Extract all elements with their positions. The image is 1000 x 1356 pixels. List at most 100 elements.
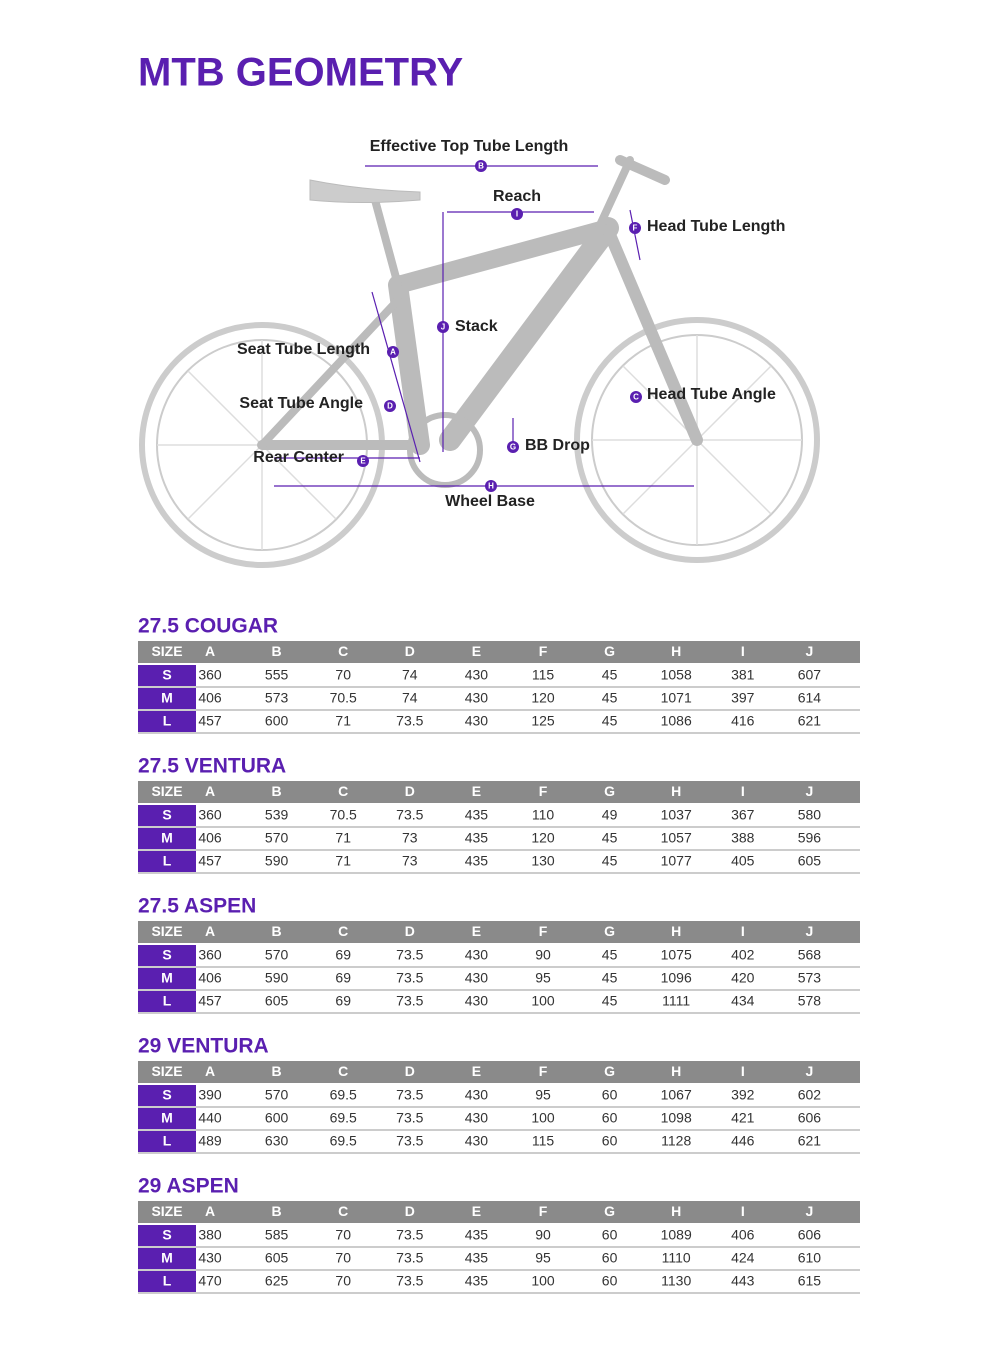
size-cell: S [162, 1087, 171, 1103]
value-cell: 430 [465, 1133, 489, 1149]
header-cell: A [205, 1203, 215, 1219]
value-cell: 430 [465, 947, 489, 963]
header-cell: SIZE [151, 1203, 182, 1219]
value-cell: 1058 [661, 667, 692, 683]
value-cell: 73.5 [396, 807, 423, 823]
value-cell: 406 [198, 830, 222, 846]
diagram-label: Reach [493, 188, 541, 205]
value-cell: 60 [602, 1133, 618, 1149]
value-cell: 73.5 [396, 1133, 423, 1149]
value-cell: 555 [265, 667, 289, 683]
diagram-label: Effective Top Tube Length [370, 138, 569, 155]
value-cell: 457 [198, 853, 222, 869]
value-cell: 570 [265, 1087, 289, 1103]
value-cell: 397 [731, 690, 755, 706]
header-cell: D [405, 643, 415, 659]
header-cell: D [405, 1063, 415, 1079]
value-cell: 70.5 [330, 690, 357, 706]
size-cell-bg [138, 1248, 196, 1269]
value-cell: 406 [731, 1227, 755, 1243]
value-cell: 573 [798, 970, 822, 986]
value-cell: 570 [265, 947, 289, 963]
value-cell: 73 [402, 853, 418, 869]
value-cell: 1098 [661, 1110, 692, 1126]
bike-drawing [139, 155, 820, 568]
size-cell: L [163, 993, 172, 1009]
value-cell: 70 [335, 1250, 351, 1266]
header-cell: C [338, 783, 348, 799]
header-cell: SIZE [151, 923, 182, 939]
value-cell: 45 [602, 993, 618, 1009]
size-cell: S [162, 807, 171, 823]
value-cell: 70 [335, 1227, 351, 1243]
header-cell: C [338, 923, 348, 939]
value-cell: 420 [731, 970, 755, 986]
value-cell: 1110 [662, 1250, 691, 1266]
value-cell: 45 [602, 853, 618, 869]
value-cell: 49 [602, 807, 618, 823]
value-cell: 424 [731, 1250, 755, 1266]
value-cell: 73.5 [396, 1087, 423, 1103]
value-cell: 69 [335, 970, 351, 986]
value-cell: 430 [465, 667, 489, 683]
size-cell-bg [138, 805, 196, 826]
value-cell: 360 [198, 667, 222, 683]
letter-badge [511, 208, 523, 220]
value-cell: 69.5 [330, 1087, 357, 1103]
size-cell-bg [138, 1108, 196, 1129]
value-cell: 90 [535, 947, 551, 963]
header-cell: H [671, 643, 681, 659]
value-cell: 73.5 [396, 1250, 423, 1266]
value-cell: 360 [198, 807, 222, 823]
header-cell: H [671, 1063, 681, 1079]
value-cell: 621 [798, 713, 822, 729]
header-cell: E [472, 643, 481, 659]
header-cell: F [539, 1203, 548, 1219]
value-cell: 69 [335, 993, 351, 1009]
value-cell: 100 [531, 1110, 555, 1126]
value-cell: 573 [265, 690, 289, 706]
letter-badge-text: E [360, 457, 366, 466]
value-cell: 605 [265, 1250, 289, 1266]
table-title: 27.5 ASPEN [138, 895, 256, 918]
table-title: 27.5 COUGAR [138, 615, 278, 638]
value-cell: 430 [465, 690, 489, 706]
value-cell: 115 [532, 667, 555, 683]
size-cell: S [162, 1227, 171, 1243]
letter-badge [630, 391, 642, 403]
value-cell: 70 [335, 667, 351, 683]
size-cell-bg [138, 968, 196, 989]
header-cell: C [338, 1063, 348, 1079]
value-cell: 73.5 [396, 947, 423, 963]
value-cell: 45 [602, 947, 618, 963]
header-cell: B [272, 643, 282, 659]
header-cell: J [806, 1203, 814, 1219]
header-row [138, 781, 860, 803]
value-cell: 100 [531, 993, 555, 1009]
header-cell: G [604, 923, 615, 939]
letter-badge-text: G [510, 443, 516, 452]
letter-badge [387, 346, 399, 358]
value-cell: 602 [798, 1087, 822, 1103]
value-cell: 388 [731, 830, 755, 846]
header-cell: SIZE [151, 1063, 182, 1079]
size-cell: L [163, 1133, 172, 1149]
value-cell: 600 [265, 713, 289, 729]
value-cell: 120 [531, 690, 555, 706]
value-cell: 590 [265, 853, 289, 869]
header-cell: G [604, 1203, 615, 1219]
value-cell: 45 [602, 667, 618, 683]
value-cell: 457 [198, 713, 222, 729]
size-cell: S [162, 947, 171, 963]
header-cell: B [272, 923, 282, 939]
table-title: 27.5 VENTURA [138, 755, 286, 778]
header-cell: A [205, 923, 215, 939]
value-cell: 74 [402, 690, 418, 706]
header-cell: F [539, 1063, 548, 1079]
letter-badge-text: D [387, 402, 393, 411]
header-cell: A [205, 1063, 215, 1079]
value-cell: 421 [731, 1110, 755, 1126]
value-cell: 585 [265, 1227, 289, 1243]
letter-badge-text: J [441, 323, 445, 332]
